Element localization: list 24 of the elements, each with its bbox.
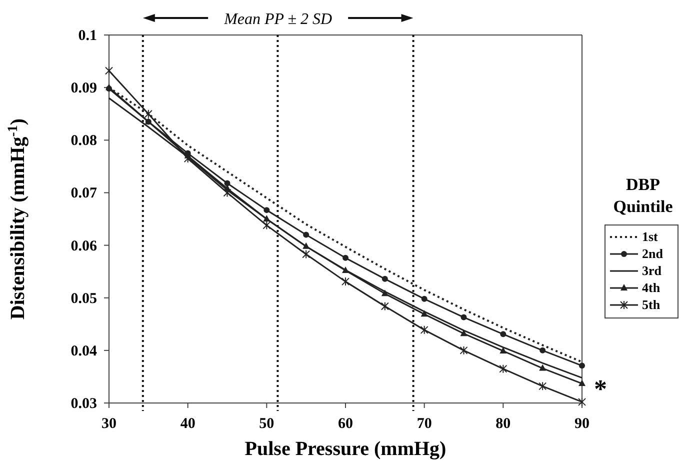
legend-label: 3rd <box>642 263 662 278</box>
text: Mean PP ± 2 SD <box>223 11 333 28</box>
y-tick-label: 0.06 <box>70 238 98 254</box>
x-tick-label: 80 <box>496 416 511 432</box>
legend-label: 1st <box>642 229 659 244</box>
y-tick-label: 0.08 <box>70 133 97 150</box>
x-tick-label: 40 <box>180 416 196 432</box>
legend-title: DBP Quintile <box>613 175 674 216</box>
x-tick-label: 30 <box>102 416 116 432</box>
x-axis-title: Pulse Pressure (mmHg) <box>244 438 446 460</box>
x-tick-label: 90 <box>574 416 590 432</box>
legend-label: 2nd <box>642 246 664 261</box>
x-tick-label: 50 <box>259 416 274 432</box>
y-tick-label: 0.09 <box>70 80 97 97</box>
y-tick-label: 0.04 <box>70 343 98 360</box>
x-tick-label: 60 <box>338 416 353 432</box>
y-tick-label: 0.03 <box>70 396 97 412</box>
legend-label: 5th <box>642 297 661 312</box>
y-tick-label: 0.07 <box>70 186 98 202</box>
text: * <box>594 374 607 404</box>
y-tick-label: 0.05 <box>70 290 97 307</box>
y-tick-label: 0.1 <box>78 28 97 44</box>
legend-label: 4th <box>642 280 661 295</box>
x-tick-label: 70 <box>416 416 432 432</box>
